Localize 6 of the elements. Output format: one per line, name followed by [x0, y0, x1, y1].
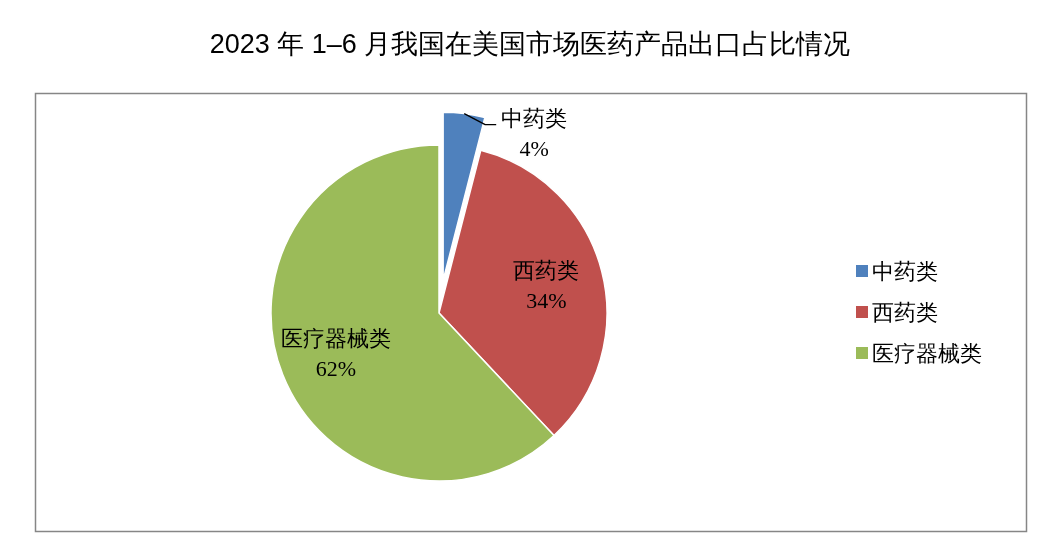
legend-label: 中药类: [872, 258, 938, 284]
data-label: 4%: [519, 136, 549, 162]
chart-title: 2023 年 1–6 月我国在美国市场医药产品出口占比情况: [209, 29, 851, 59]
slice-label: 中药类: [501, 106, 568, 132]
legend-label: 西药类: [872, 299, 938, 325]
legend-label: 医疗器械类: [872, 340, 982, 366]
